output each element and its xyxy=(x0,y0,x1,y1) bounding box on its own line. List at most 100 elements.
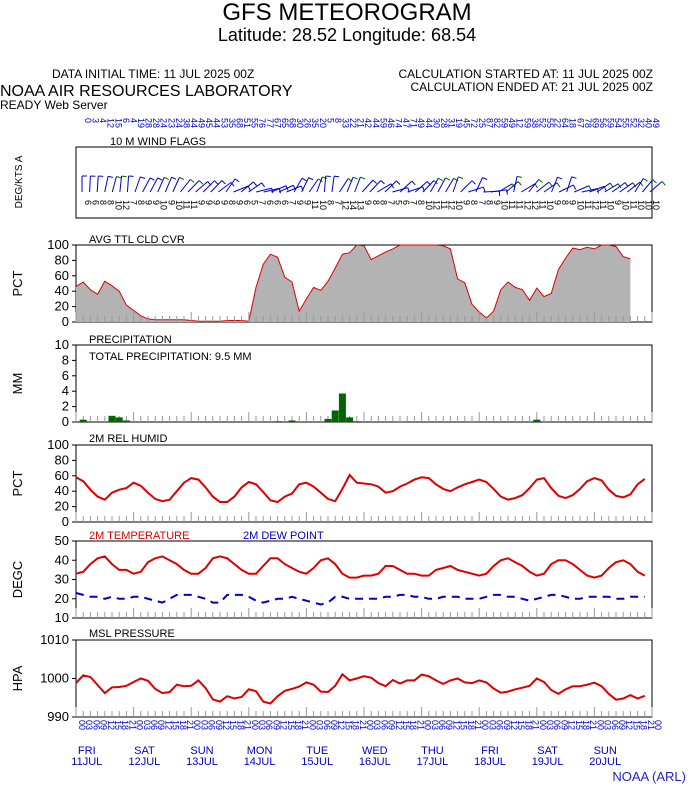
hour-tick-label: 09 xyxy=(444,720,454,730)
temp-series-label: 2M TEMPERATURE xyxy=(89,530,189,542)
wind-barb xyxy=(551,176,559,193)
wind-speed-label: 9 xyxy=(553,200,563,205)
wind-direction-label: 19 xyxy=(136,118,146,128)
wind-barb xyxy=(149,177,159,193)
wind-speed-label: 11 xyxy=(583,200,593,209)
wind-barb xyxy=(271,185,287,193)
wind-direction-label: 28 xyxy=(144,118,154,128)
wind-direction-label: 45 xyxy=(204,118,214,128)
precip-bar xyxy=(274,421,282,422)
wind-barb-flag xyxy=(360,176,366,180)
temp-ytick-label: 50 xyxy=(55,533,69,548)
wind-speed-label: 9 xyxy=(295,200,305,205)
day-weekday-label: FRI xyxy=(481,745,499,757)
wind-barb xyxy=(104,176,109,193)
wind-barb xyxy=(308,178,319,193)
wind-speed-label: 9 xyxy=(234,200,244,205)
wind-direction-label: 82 xyxy=(492,118,502,128)
hour-tick-label: 00 xyxy=(595,720,605,730)
wind-direction-label: 38 xyxy=(530,118,540,128)
wind-barb xyxy=(286,185,302,193)
temp-ytick-label: 10 xyxy=(55,610,69,625)
wind-barb-flag xyxy=(548,181,553,187)
wind-barb-flag xyxy=(557,176,563,180)
wind-speed-label: 14 xyxy=(348,200,358,210)
hour-tick-label: 12 xyxy=(624,720,634,730)
wind-direction-label: 24 xyxy=(174,118,184,128)
wind-barb-flag xyxy=(458,176,464,179)
wind-speed-label: 12 xyxy=(121,200,131,210)
hour-tick-label: 00 xyxy=(365,720,375,730)
wind-barb xyxy=(619,182,634,193)
hour-tick-label: 21 xyxy=(646,720,656,730)
wind-barb-flag xyxy=(538,178,543,183)
wind-barb xyxy=(422,180,435,193)
wind-direction-label: 30 xyxy=(295,118,305,128)
wind-speed-label: 12 xyxy=(530,200,540,210)
wind-barb-flag xyxy=(171,176,177,180)
wind-barb xyxy=(339,178,349,193)
wind-direction-label: 55 xyxy=(545,118,555,128)
precip-panel-label: PRECIPITATION xyxy=(89,334,172,346)
wind-speed-label: 8 xyxy=(136,200,146,205)
wind-barb xyxy=(316,176,323,193)
wind-barb xyxy=(134,176,141,193)
wind-barb xyxy=(445,178,455,193)
hour-tick-label: 03 xyxy=(372,720,382,730)
wind-barb-flag xyxy=(157,177,163,181)
temp-panel-frame xyxy=(75,540,653,619)
wind-direction-label: 49 xyxy=(416,118,426,128)
rh-panel-label: 2M REL HUMID xyxy=(89,433,167,445)
hour-tick-label: 03 xyxy=(545,720,555,730)
wind-barb-flag xyxy=(609,182,614,188)
wind-barb-flag xyxy=(471,180,476,185)
precip-ytick-label: 4 xyxy=(62,383,69,398)
wind-barb xyxy=(361,179,374,193)
pressure-panel-label: MSL PRESSURE xyxy=(89,628,175,640)
wind-direction-label: 26 xyxy=(303,118,313,128)
pressure-ytick-label: 1000 xyxy=(40,671,69,686)
hour-tick-label: 12 xyxy=(221,720,231,730)
wind-barb-flag xyxy=(234,178,240,183)
wind-direction-label: 49 xyxy=(197,118,207,128)
wind-barb-flag xyxy=(438,177,443,182)
hour-tick-label: 21 xyxy=(531,720,541,730)
wind-speed-label: 7 xyxy=(409,200,419,205)
hour-tick-label: 09 xyxy=(559,720,569,730)
hour-tick-label: 15 xyxy=(113,720,123,730)
hour-tick-label: 18 xyxy=(293,720,303,730)
wind-barb-flag xyxy=(482,186,486,192)
day-weekday-label: FRI xyxy=(78,745,96,757)
wind-barb xyxy=(164,177,173,193)
precip-bar xyxy=(353,421,361,422)
hour-tick-label: 06 xyxy=(264,720,274,730)
wind-speed-label: 13 xyxy=(356,200,366,210)
dewpoint-line xyxy=(75,592,645,606)
cloud-area xyxy=(76,245,631,322)
wind-direction-label: 44 xyxy=(212,118,222,128)
cloud-ytick-label: 60 xyxy=(55,268,69,283)
wind-direction-label: 52 xyxy=(628,118,638,128)
cloud-ytick-label: 40 xyxy=(55,283,69,298)
hour-tick-label: 21 xyxy=(300,720,310,730)
precip-bar xyxy=(338,393,346,422)
wind-direction-label: 65 xyxy=(280,118,290,128)
wind-speed-label: 10 xyxy=(651,200,661,210)
wind-direction-label: 30 xyxy=(431,118,441,128)
wind-direction-label: 31 xyxy=(447,118,457,128)
wind-direction-label: 74 xyxy=(394,118,404,128)
hour-tick-label: 12 xyxy=(106,720,116,730)
wind-barb xyxy=(414,181,428,193)
wind-speed-label: 6 xyxy=(242,200,252,205)
day-date-label: 14JUL xyxy=(244,756,276,768)
wind-direction-label: 45 xyxy=(462,118,472,128)
wind-direction-label: 32 xyxy=(636,118,646,128)
wind-speed-label: 5 xyxy=(250,200,260,205)
wind-speed-label: 6 xyxy=(265,200,275,205)
hour-tick-label: 21 xyxy=(588,720,598,730)
wind-direction-label: 67 xyxy=(272,118,282,128)
hour-tick-label: 03 xyxy=(199,720,209,730)
wind-barb-flag xyxy=(652,179,657,184)
cloud-line xyxy=(75,244,631,322)
wind-direction-label: 6 xyxy=(121,118,131,123)
